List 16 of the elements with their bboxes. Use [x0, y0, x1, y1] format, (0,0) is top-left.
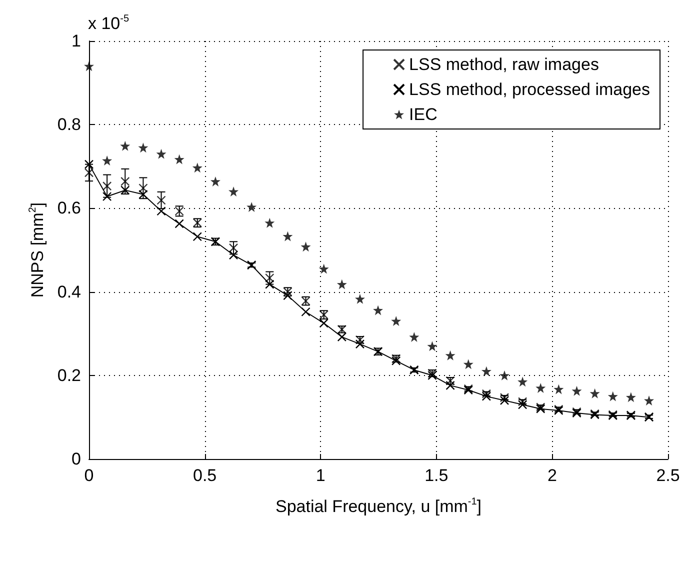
legend-label: IEC: [409, 105, 438, 124]
x-tick-label: 1: [316, 466, 326, 485]
legend-label: LSS method, raw images: [409, 55, 599, 74]
x-tick-label: 2.5: [656, 466, 680, 485]
y-tick-label: 0.4: [57, 282, 81, 302]
y-tick-label: 1: [72, 32, 81, 50]
y-axis-title: NNPS [mm2]: [28, 202, 47, 298]
y-tick-label: 0: [72, 450, 81, 468]
x-tick-label: 0: [84, 466, 94, 485]
y-tick-label: 0.2: [57, 366, 81, 385]
legend-label: LSS method, processed images: [409, 80, 650, 99]
x-tick-label: 1.5: [424, 466, 448, 485]
x-tick-label: 0.5: [192, 466, 217, 485]
y-tick-label: 0.6: [57, 198, 81, 218]
y-tick-label: 0.8: [57, 115, 81, 134]
x-tick-label: 2: [547, 466, 557, 485]
